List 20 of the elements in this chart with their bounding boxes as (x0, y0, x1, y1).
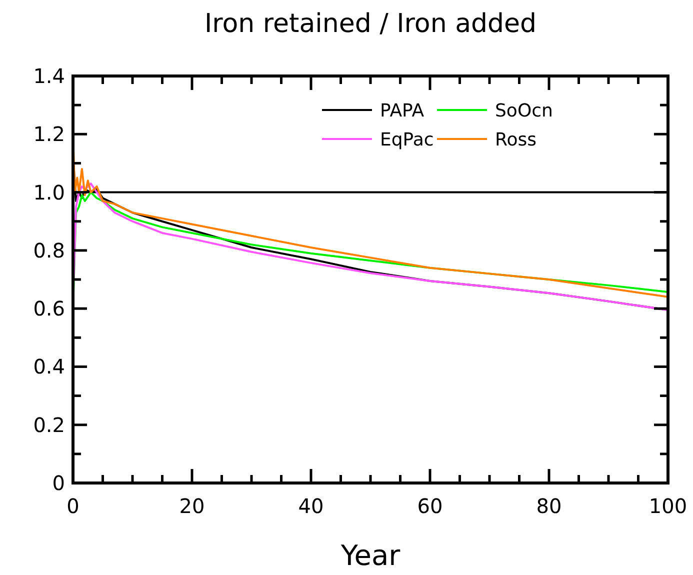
legend-label: SoOcn (495, 100, 553, 122)
y-tick-label: 0.6 (33, 296, 65, 321)
chart-title: Iron retained / Iron added (204, 9, 537, 39)
legend-label: PAPA (380, 100, 425, 122)
x-tick-label: 20 (179, 494, 205, 518)
y-tick-label: 1.0 (33, 180, 65, 204)
x-axis-title: Year (340, 539, 401, 572)
y-tick-label: 0.8 (33, 238, 65, 262)
y-tick-label: 0 (52, 471, 65, 495)
x-tick-label: 60 (417, 494, 443, 518)
x-tick-label: 80 (536, 494, 562, 518)
legend-label: Ross (495, 129, 536, 150)
legend-label: EqPac (380, 129, 434, 150)
y-tick-label: 0.2 (33, 412, 65, 437)
x-tick-label: 100 (648, 494, 688, 518)
y-tick-label: 1.2 (33, 122, 65, 146)
x-tick-label: 40 (298, 494, 324, 518)
y-tick-label: 0.4 (33, 354, 65, 379)
x-tick-label: 0 (66, 494, 80, 518)
y-tick-label: 1.4 (33, 64, 65, 88)
